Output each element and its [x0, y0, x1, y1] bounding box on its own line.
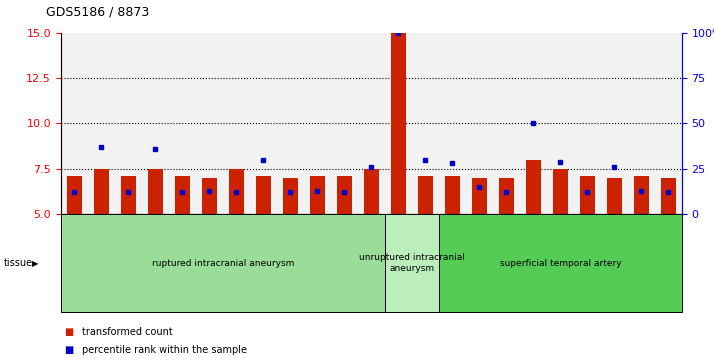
Bar — [283, 178, 298, 214]
Bar — [634, 176, 649, 214]
Bar — [337, 176, 352, 214]
Text: superficial temporal artery: superficial temporal artery — [500, 259, 621, 268]
Bar — [148, 169, 163, 214]
Bar — [499, 178, 514, 214]
Bar — [607, 178, 622, 214]
Bar — [445, 176, 460, 214]
Text: percentile rank within the sample: percentile rank within the sample — [82, 345, 247, 355]
Bar — [526, 160, 540, 214]
Bar — [310, 176, 325, 214]
Bar — [94, 169, 109, 214]
Bar — [580, 176, 595, 214]
Text: GDS5186 / 8873: GDS5186 / 8873 — [46, 5, 150, 18]
Bar — [121, 176, 136, 214]
Bar — [175, 176, 190, 214]
Text: tissue: tissue — [4, 258, 33, 268]
Bar — [418, 176, 433, 214]
Text: transformed count: transformed count — [82, 327, 173, 337]
Bar — [661, 178, 675, 214]
Text: ▶: ▶ — [32, 259, 39, 268]
Text: unruptured intracranial
aneurysm: unruptured intracranial aneurysm — [359, 253, 465, 273]
Bar — [256, 176, 271, 214]
Bar — [202, 178, 216, 214]
Bar — [67, 176, 81, 214]
Bar — [472, 178, 487, 214]
Bar — [553, 169, 568, 214]
Text: ■: ■ — [64, 327, 74, 337]
Bar — [391, 33, 406, 214]
Bar — [228, 169, 243, 214]
Text: ruptured intracranial aneurysm: ruptured intracranial aneurysm — [151, 259, 294, 268]
Text: ■: ■ — [64, 345, 74, 355]
Bar — [364, 169, 378, 214]
